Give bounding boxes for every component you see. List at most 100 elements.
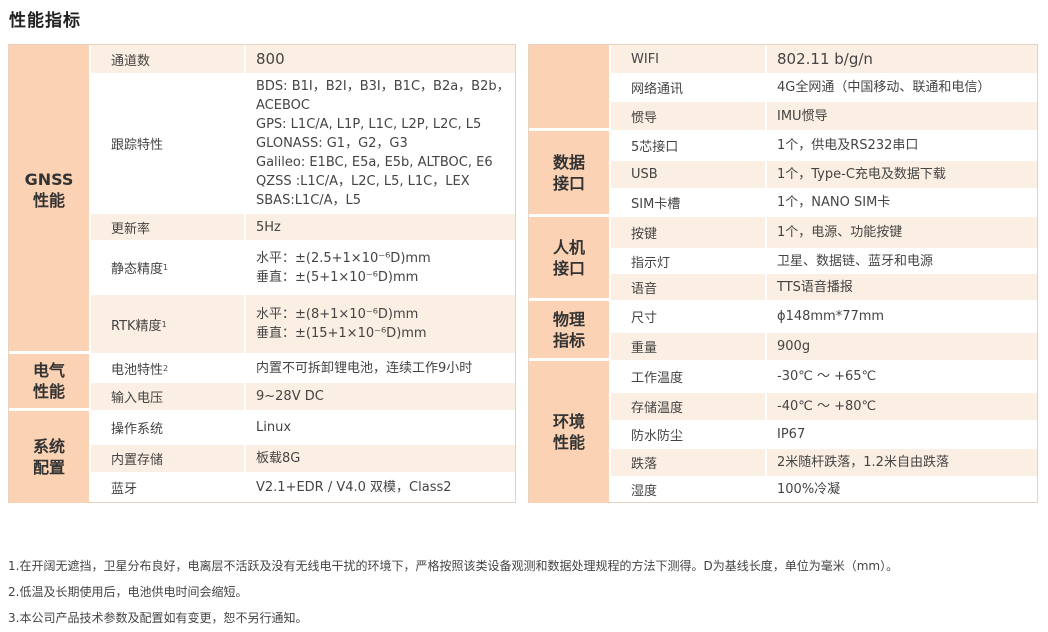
spec-label-text: 防水防尘: [631, 429, 684, 444]
spec-row: 按键 1个，电源、功能按键: [529, 217, 1037, 248]
spec-value-cell: 5Hz: [246, 214, 515, 240]
spec-value: 水平：±(8+1×10⁻⁶D)mm 垂直：±(15+1×10⁻⁶D)mm: [256, 307, 427, 341]
spec-label: 输入电压: [91, 383, 244, 410]
spec-value: V2.1+EDR / V4.0 双模，Class2: [256, 480, 452, 495]
footnote-ref: 2: [163, 363, 169, 373]
footnote-1: 1.在开阔无遮挡，卫星分布良好，电离层不活跃及没有无线电干扰的环境下，严格按照该…: [8, 559, 899, 573]
spec-row: 指示灯 卫星、数据链、蓝牙和电源: [529, 249, 1037, 273]
spec-label: 跟踪特性: [91, 74, 244, 213]
spec-value-cell: 100%冷凝: [767, 477, 1037, 502]
spec-label-text: 通道数: [111, 53, 151, 69]
spec-row: SIM卡槽 1个，NANO SIM卡: [529, 189, 1037, 216]
spec-label-text: 语音: [631, 281, 658, 297]
category-cell: 系统 配置: [9, 411, 89, 503]
spec-label-text: 工作温度: [631, 371, 684, 386]
spec-label: 指示灯: [611, 249, 765, 273]
right-spec-table: WIFI 802.11 b/g/n 网络通讯 4G全网通（中国移动、联通和电信） 惯导 I…: [528, 44, 1038, 503]
spec-label: 按键: [611, 217, 765, 248]
spec-value: -30℃ ～ +65℃: [777, 369, 877, 384]
spec-row: 蓝牙 V2.1+EDR / V4.0 双模，Class2: [9, 473, 515, 502]
spec-label: RTK精度 1: [91, 295, 244, 353]
spec-value-cell: 1个，Type-C充电及数据下载: [767, 161, 1037, 188]
spec-row: 存储温度 -40℃ ～ +80℃: [529, 393, 1037, 420]
footnote-3: 3.本公司产品技术参数及配置如有变更，恕不另行通知。: [8, 611, 308, 625]
spec-value: 802.11 b/g/n: [777, 49, 873, 68]
spec-row: 静态精度 1 水平：±(2.5+1×10⁻⁶D)mm 垂直：±(5+1×10⁻⁶D)…: [9, 241, 515, 294]
spec-value-cell: 水平：±(8+1×10⁻⁶D)mm 垂直：±(15+1×10⁻⁶D)mm: [246, 295, 515, 353]
spec-label-text: RTK精度: [111, 318, 162, 334]
spec-value-cell: 2米随杆跌落，1.2米自由跌落: [767, 449, 1037, 476]
spec-row: 更新率 5Hz: [9, 214, 515, 240]
spec-row: 5芯接口 1个，供电及RS232串口: [529, 131, 1037, 160]
category-cell: 电气 性能: [9, 354, 89, 408]
spec-value: 1个，供电及RS232串口: [777, 138, 919, 153]
spec-row: 通道数 800: [9, 45, 515, 73]
spec-value: IMU惯导: [777, 108, 828, 124]
category-cell: 数据 接口: [529, 131, 609, 214]
spec-label: 蓝牙: [91, 473, 244, 502]
spec-row: 工作温度 -30℃ ～ +65℃: [529, 361, 1037, 392]
category-cell: 物理 指标: [529, 301, 609, 358]
spec-value-cell: 800: [246, 45, 515, 73]
spec-value-cell: IP67: [767, 421, 1037, 448]
spec-value-cell: -40℃ ～ +80℃: [767, 393, 1037, 420]
spec-label: 跌落: [611, 449, 765, 476]
spec-value: -40℃ ～ +80℃: [777, 399, 877, 414]
spec-label: USB: [611, 161, 765, 188]
spec-label-text: 操作系统: [111, 422, 164, 437]
spec-label: 惯导: [611, 102, 765, 130]
spec-value: 5Hz: [256, 219, 281, 235]
spec-value-cell: 1个，供电及RS232串口: [767, 131, 1037, 160]
spec-label: 内置存储: [91, 445, 244, 472]
spec-label: 语音: [611, 274, 765, 300]
spec-label: 重量: [611, 333, 765, 360]
spec-label: 更新率: [91, 214, 244, 240]
spec-value: 卫星、数据链、蓝牙和电源: [777, 253, 934, 269]
spec-value: BDS: B1I，B2I，B3I，B1C，B2a，B2b， ACEBOC GPS…: [256, 79, 510, 208]
spec-label-text: 按键: [631, 227, 658, 242]
spec-row: 防水防尘 IP67: [529, 421, 1037, 448]
spec-value-cell: BDS: B1I，B2I，B3I，B1C，B2a，B2b， ACEBOC GPS…: [246, 74, 515, 213]
spec-label-text: SIM卡槽: [631, 197, 681, 212]
spec-row: 网络通讯 4G全网通（中国移动、联通和电信）: [529, 74, 1037, 101]
spec-value: 100%冷凝: [777, 482, 841, 497]
spec-label-text: 湿度: [631, 484, 658, 499]
spec-value: 800: [256, 49, 285, 68]
spec-value: IP67: [777, 427, 806, 442]
spec-value-cell: 板载8G: [246, 445, 515, 472]
spec-label: SIM卡槽: [611, 189, 765, 216]
spec-value-cell: V2.1+EDR / V4.0 双模，Class2: [246, 473, 515, 502]
spec-value: 内置不可拆卸锂电池，连续工作9小时: [256, 360, 473, 376]
category-cell: 人机 接口: [529, 217, 609, 298]
spec-value-cell: Linux: [246, 411, 515, 444]
spec-label: 5芯接口: [611, 131, 765, 160]
footnote-2: 2.低温及长期使用后，电池供电时间会缩短。: [8, 585, 248, 599]
spec-value-cell: -30℃ ～ +65℃: [767, 361, 1037, 392]
spec-value: 2米随杆跌落，1.2米自由跌落: [777, 455, 949, 470]
page-title: 性能指标: [9, 11, 81, 31]
spec-value: 900g: [777, 339, 811, 354]
spec-label: WIFI: [611, 45, 765, 73]
footnote-ref: 1: [163, 263, 169, 272]
spec-row: RTK精度 1 水平：±(8+1×10⁻⁶D)mm 垂直：±(15+1×10⁻⁶D)…: [9, 295, 515, 353]
spec-label: 操作系统: [91, 411, 244, 444]
spec-row: 湿度 100%冷凝: [529, 477, 1037, 502]
spec-label-text: 5芯接口: [631, 140, 679, 155]
spec-row: 跌落 2米随杆跌落，1.2米自由跌落: [529, 449, 1037, 476]
spec-label: 湿度: [611, 477, 765, 502]
spec-value-cell: 900g: [767, 333, 1037, 360]
spec-label-text: 存储温度: [631, 401, 684, 416]
spec-label-text: 蓝牙: [111, 482, 138, 497]
category-cell: [529, 45, 609, 128]
footnote-ref: 1: [161, 319, 167, 329]
left-spec-table: 通道数 800 跟踪特性 BDS: B1I，B2I，B3I，B1C，B2a，B2b， …: [8, 44, 516, 503]
spec-value: 1个，电源、功能按键: [777, 225, 903, 240]
spec-label-text: 指示灯: [631, 255, 671, 271]
spec-label-text: WIFI: [631, 51, 659, 67]
spec-label: 通道数: [91, 45, 244, 73]
spec-label-text: 跌落: [631, 457, 658, 472]
spec-label: 防水防尘: [611, 421, 765, 448]
spec-value: 板载8G: [256, 451, 301, 466]
spec-row: 跟踪特性 BDS: B1I，B2I，B3I，B1C，B2a，B2b， ACEBOC…: [9, 74, 515, 213]
spec-value: Linux: [256, 420, 292, 435]
